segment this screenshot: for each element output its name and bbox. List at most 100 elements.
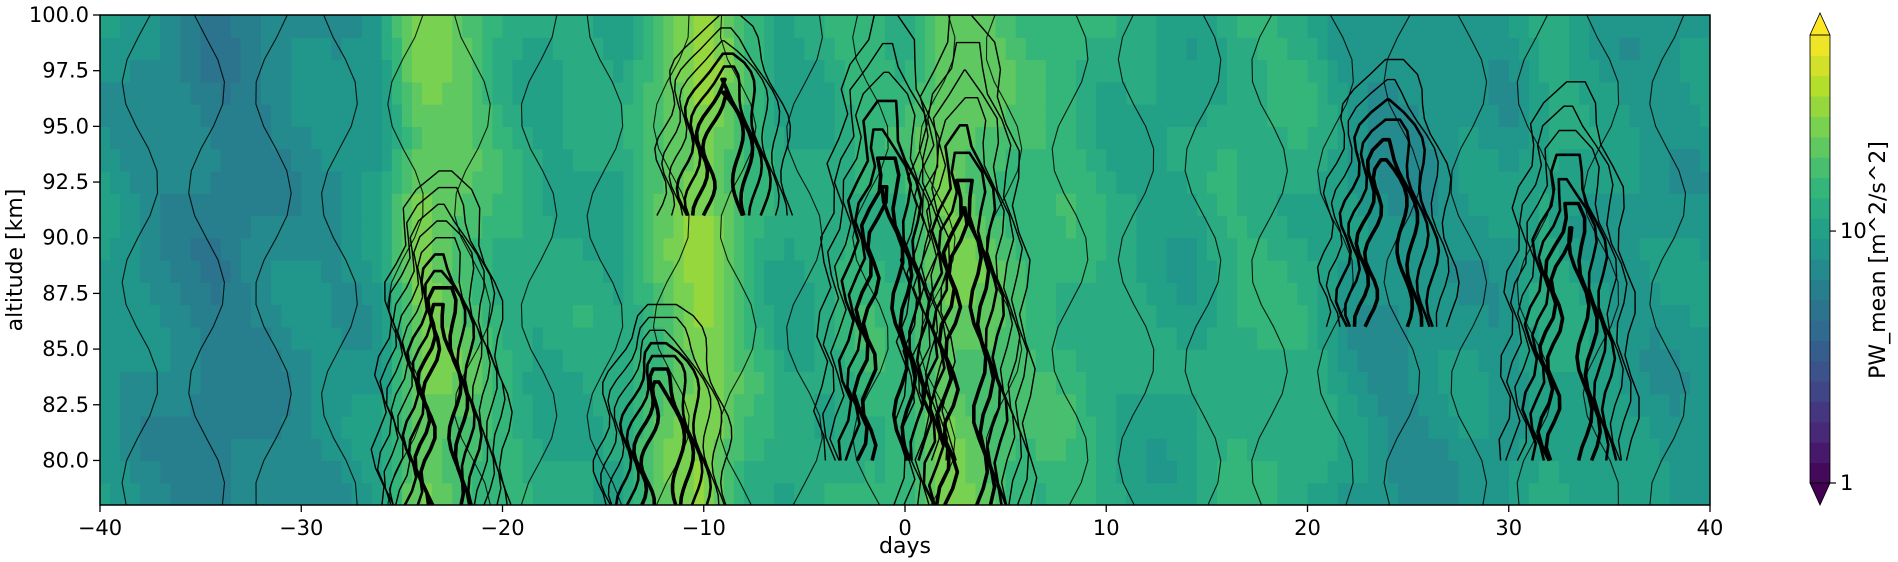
- field-cell: [321, 260, 333, 283]
- field-cell: [1659, 215, 1671, 239]
- field-cell: [140, 81, 151, 105]
- field-cell: [603, 193, 614, 217]
- field-cell: [422, 282, 433, 306]
- field-cell: [754, 349, 765, 372]
- field-cell: [351, 260, 363, 283]
- field-cell: [623, 170, 634, 194]
- field-cell: [1086, 15, 1097, 38]
- field-cell: [623, 104, 634, 127]
- field-cell: [935, 237, 946, 261]
- field-cell: [804, 237, 816, 261]
- field-cell: [995, 260, 1007, 283]
- field-cell: [1669, 415, 1681, 439]
- field-cell: [552, 282, 564, 306]
- field-cell: [723, 415, 735, 439]
- field-cell: [532, 126, 544, 150]
- field-cell: [502, 37, 514, 61]
- field-cell: [371, 148, 383, 172]
- field-cell: [100, 15, 111, 38]
- field-cell: [884, 326, 896, 350]
- field-cell: [1176, 81, 1188, 105]
- field-cell: [1347, 148, 1359, 172]
- field-cell: [562, 282, 574, 306]
- field-cell: [250, 37, 262, 61]
- field-cell: [100, 237, 111, 261]
- field-cell: [1438, 215, 1449, 239]
- field-cell: [130, 15, 141, 38]
- field-cell: [733, 148, 745, 172]
- field-cell: [653, 460, 665, 484]
- field-cell: [381, 170, 393, 194]
- field-cell: [683, 81, 695, 105]
- field-cell: [170, 215, 182, 239]
- field-cell: [170, 37, 182, 61]
- field-cell: [150, 393, 161, 417]
- field-cell: [1679, 37, 1691, 61]
- field-cell: [804, 460, 816, 484]
- field-cell: [1287, 304, 1299, 328]
- field-cell: [281, 282, 292, 306]
- field-cell: [1076, 126, 1087, 150]
- field-cell: [1327, 393, 1339, 417]
- field-cell: [844, 371, 856, 395]
- field-cell: [150, 438, 161, 462]
- field-cell: [1237, 193, 1248, 217]
- field-cell: [603, 349, 614, 372]
- field-cell: [331, 415, 343, 439]
- field-cell: [512, 371, 524, 395]
- field-cell: [633, 304, 644, 328]
- field-cell: [150, 371, 161, 395]
- field-cell: [130, 81, 141, 105]
- field-cell: [804, 81, 816, 105]
- field-cell: [1066, 438, 1077, 462]
- field-cell: [874, 193, 886, 217]
- field-cell: [1669, 104, 1681, 127]
- field-cell: [542, 15, 554, 38]
- field-cell: [1267, 37, 1278, 61]
- field-cell: [321, 326, 333, 350]
- field-cell: [100, 37, 111, 61]
- field-cell: [291, 349, 302, 372]
- field-cell: [1679, 237, 1691, 261]
- field-cell: [1478, 237, 1490, 261]
- field-cell: [150, 170, 161, 194]
- field-cell: [1307, 15, 1319, 38]
- field-cell: [1468, 148, 1480, 172]
- field-cell: [532, 393, 544, 417]
- field-cell: [1247, 349, 1258, 372]
- contour-line: [942, 206, 990, 505]
- field-cell: [1518, 59, 1530, 83]
- field-cell: [1297, 104, 1309, 127]
- field-cell: [522, 393, 534, 417]
- field-cell: [572, 81, 584, 105]
- colorbar-segment: [1810, 157, 1830, 179]
- field-cell: [1629, 260, 1641, 283]
- field-cell: [351, 482, 363, 505]
- field-cell: [140, 282, 151, 306]
- field-cell: [301, 349, 312, 372]
- field-cell: [291, 260, 302, 283]
- field-cell: [1035, 415, 1047, 439]
- field-cell: [552, 148, 564, 172]
- field-cell: [1086, 215, 1097, 239]
- field-cell: [874, 482, 886, 505]
- field-cell: [261, 81, 272, 105]
- field-cell: [603, 282, 614, 306]
- field-cell: [1418, 460, 1429, 484]
- field-cell: [100, 371, 111, 395]
- field-cell: [1076, 438, 1087, 462]
- field-cell: [864, 282, 876, 306]
- field-cell: [1287, 482, 1299, 505]
- field-cell: [1699, 37, 1710, 61]
- field-cell: [341, 260, 353, 283]
- field-cell: [663, 415, 675, 439]
- field-cell: [1086, 371, 1097, 395]
- contour-line: [934, 178, 997, 505]
- field-cell: [1488, 282, 1500, 306]
- field-cell: [110, 326, 121, 350]
- field-cell: [190, 415, 202, 439]
- field-cell: [1055, 15, 1067, 38]
- field-cell: [824, 304, 836, 328]
- field-cell: [814, 371, 826, 395]
- field-cell: [240, 104, 252, 127]
